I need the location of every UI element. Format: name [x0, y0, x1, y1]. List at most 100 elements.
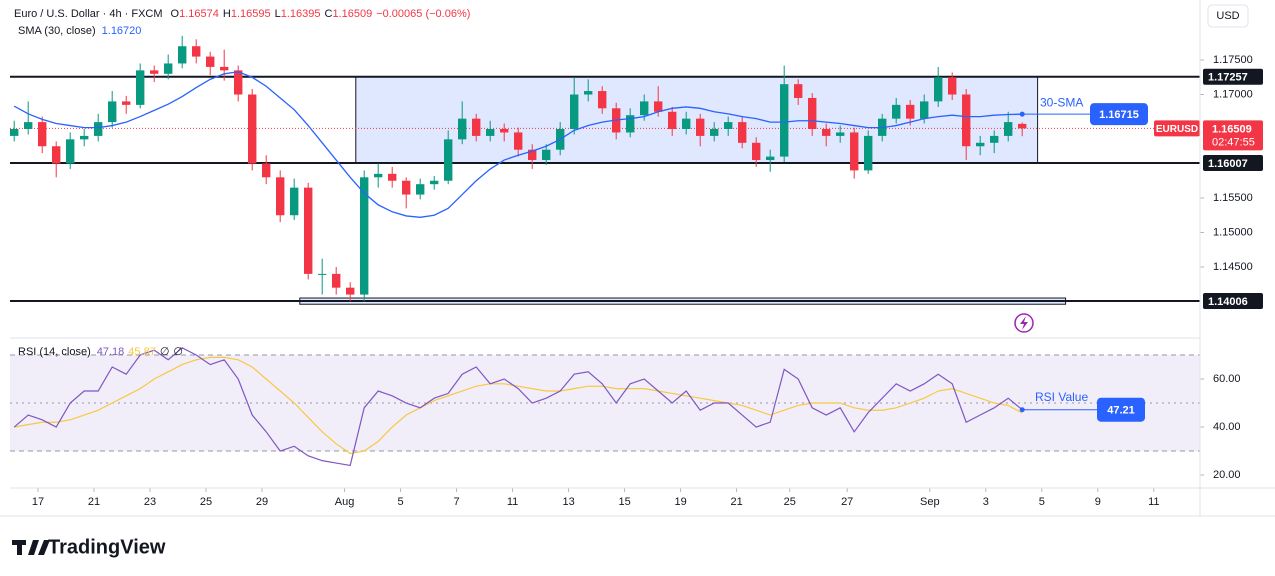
currency-button[interactable] [1207, 4, 1249, 28]
candle-body [486, 129, 495, 136]
y-tick-label: 60.00 [1213, 373, 1241, 385]
level-label: 1.16007 [1208, 158, 1248, 170]
rsi-name: RSI (14, close) [18, 346, 91, 358]
x-tick-label: 11 [1148, 496, 1159, 508]
event-circle [1014, 313, 1034, 333]
candle-body [836, 132, 845, 136]
ohlc-prefix: L [275, 8, 281, 20]
y-tick-label: 1.15000 [1213, 226, 1253, 238]
sma-annotation: 30-SMA [1040, 95, 1083, 109]
x-tick-label: 17 [32, 496, 44, 508]
candle-body [346, 287, 355, 295]
ohlc-prefix: O [171, 8, 180, 20]
candle-body [136, 70, 145, 105]
candle-body [738, 122, 747, 143]
candle-body [724, 122, 733, 130]
candle-body [598, 91, 607, 109]
candle-body [220, 66, 229, 71]
sma-badge-label: 1.16715 [1099, 109, 1139, 121]
brand-logo: TradingView [12, 536, 166, 558]
candle-body [640, 101, 649, 116]
open-value: 1.16574 [179, 8, 219, 20]
brand-mark [12, 540, 50, 555]
price-label: 1.16509 [1212, 123, 1252, 135]
plot-layer: 17 21 23 25 29 Aug 5 7 11 13 15 19 21 25 27 Sep 3 5 9 11 1.1… [10, 35, 1263, 508]
close-value: 1.16509 [332, 8, 372, 20]
rsi-line [14, 356, 1023, 455]
x-tick-label: 25 [200, 496, 212, 508]
brand-name: TradingView [48, 536, 166, 558]
rsi-annotation: RSI Value [1035, 390, 1088, 404]
rsi-badge-label: 47.21 [1107, 405, 1135, 417]
candle-body [66, 139, 75, 164]
candle-body [962, 94, 971, 147]
candle-body [808, 97, 817, 130]
level-label: 1.14006 [1208, 296, 1248, 308]
candle-body [150, 70, 159, 74]
candle-body [892, 104, 901, 119]
ohlc-prefix: H [223, 8, 231, 20]
candle-body [766, 156, 775, 161]
candle-body [360, 177, 369, 295]
candle-body [528, 149, 537, 161]
currency: USD [1216, 10, 1239, 22]
candle-body [206, 56, 215, 67]
candle-body [864, 135, 873, 171]
candle-body [248, 94, 257, 164]
candle-body [570, 94, 579, 130]
candle-body [542, 149, 551, 161]
header: Euro / U.S. Dollar · 4h · FXCM O1.16574 H1… [14, 8, 470, 20]
sma-line [13, 71, 1023, 218]
candle-body [122, 101, 131, 105]
candle-body [276, 177, 285, 216]
candle-body [444, 139, 453, 181]
y-tick-label: 1.15500 [1213, 192, 1253, 204]
candle-body [934, 77, 943, 102]
candle-body [626, 115, 635, 133]
candle-body [682, 118, 691, 130]
candle-body [976, 142, 985, 147]
candle-body [458, 118, 467, 140]
sma-end-dot [1019, 111, 1025, 117]
event-bolt [1020, 316, 1028, 330]
price-badge [1203, 120, 1263, 151]
rsi-end-dot [1019, 407, 1025, 413]
candle-body [178, 46, 187, 64]
candle-body [164, 63, 173, 74]
level-badge [1203, 68, 1263, 85]
candle-body [584, 91, 593, 95]
candle-body [514, 132, 523, 150]
legend-symbol: ∅ [160, 346, 170, 358]
high-value: 1.16595 [231, 8, 271, 20]
candle-body [94, 122, 103, 136]
y-tick-label: 1.17000 [1213, 88, 1253, 100]
x-tick-label: 29 [256, 496, 268, 508]
candle-body [752, 142, 761, 161]
x-tick-label: Sep [920, 496, 940, 508]
sma-legend: SMA (30, close) 1.16720 [18, 25, 141, 37]
candle-body [472, 118, 481, 136]
candle-body [402, 180, 411, 195]
change-value: −0.00065 (−0.06%) [376, 8, 470, 20]
candle-body [10, 129, 19, 136]
countdown: 02:47:55 [1212, 136, 1255, 148]
event-icon[interactable] [1014, 313, 1034, 333]
candle-body [794, 84, 803, 98]
candle-body [304, 187, 313, 274]
candle-body [332, 273, 341, 288]
candle-body [108, 101, 117, 123]
candle-body [990, 135, 999, 143]
rsi-line [13, 347, 1023, 467]
x-tick-label: 11 [507, 496, 518, 508]
ohlc-prefix: C [324, 8, 332, 20]
x-tick-label: 25 [784, 496, 796, 508]
y-tick-label: 20.00 [1213, 469, 1241, 481]
x-tick-label: 5 [398, 496, 404, 508]
x-tick-label: 23 [144, 496, 156, 508]
x-tick-label: 21 [730, 496, 742, 508]
candle-body [500, 129, 509, 133]
symbol-badge [1154, 120, 1200, 137]
rsi-legend-value: 47.18 [97, 346, 125, 358]
candle-body [668, 111, 677, 130]
